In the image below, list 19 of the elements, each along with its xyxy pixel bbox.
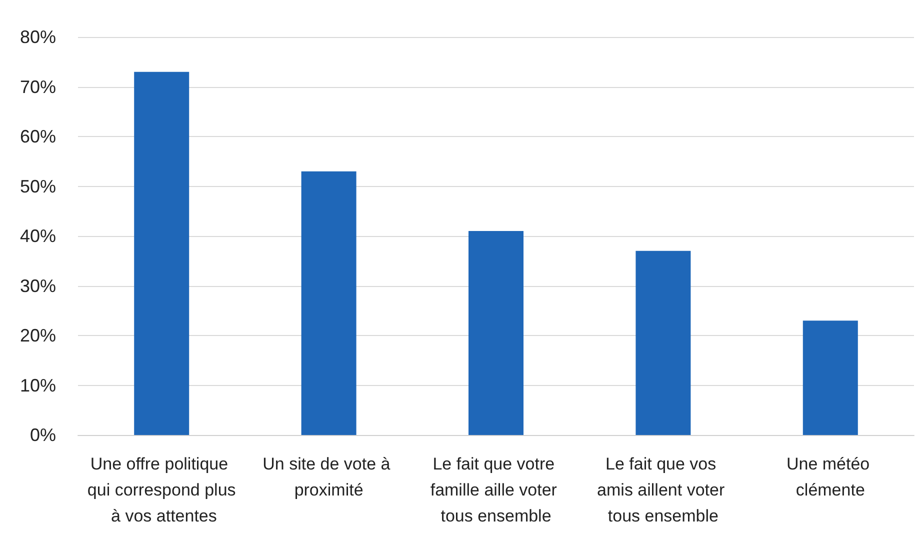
bar: [802, 320, 858, 435]
y-tick-label: 70%: [20, 76, 56, 97]
bar: [636, 250, 691, 435]
y-tick-label: 60%: [20, 126, 56, 146]
y-tick-label: 50%: [20, 176, 56, 196]
y-tick-label: 80%: [20, 27, 56, 47]
y-tick-label: 40%: [20, 226, 56, 246]
y-tick-label: 0%: [30, 425, 56, 445]
bar: [134, 72, 190, 435]
x-tick-label: Le fait que vos amis aillent voter tous ensemble: [597, 454, 730, 526]
y-tick-label: 10%: [20, 375, 56, 396]
bar: [468, 231, 524, 435]
y-tick-label: 20%: [20, 326, 56, 346]
x-tick-label: Une offre politique qui correspond plus à vos attentes: [87, 454, 236, 526]
x-tick-label: Un site de vote à proximité: [262, 454, 395, 500]
bar: [301, 171, 356, 435]
x-tick-label: Le fait que votre famille aille voter tous ensemble: [430, 454, 562, 526]
x-tick-label: Une météo clémente: [786, 454, 874, 500]
y-tick-label: 30%: [20, 276, 56, 296]
